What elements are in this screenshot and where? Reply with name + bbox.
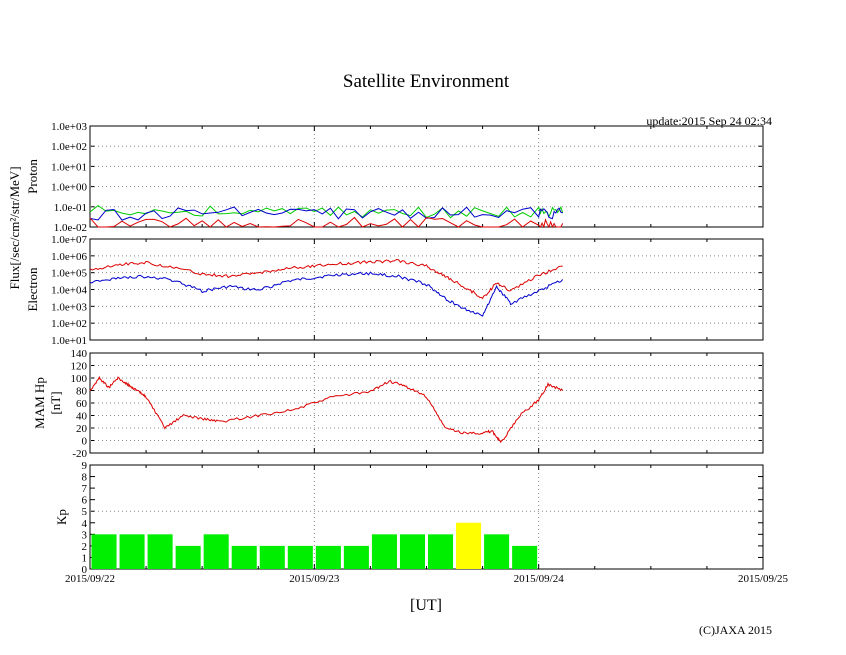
- kp-bar: [175, 545, 201, 569]
- kp-bar: [428, 534, 454, 569]
- kp-bar: [456, 522, 482, 569]
- chart-title: Satellite Environment: [343, 71, 510, 92]
- mam-ytick-label: 20: [76, 423, 88, 435]
- x-tick-label: 2015/09/25: [738, 573, 789, 585]
- kp-bar: [203, 534, 229, 569]
- proton-ytick-label: 1.0e+03: [51, 121, 87, 133]
- electron-ytick-label: 1.0e+05: [51, 268, 87, 280]
- x-tick-label: 2015/09/22: [65, 573, 115, 585]
- kp-bar: [399, 534, 425, 569]
- electron-ytick-label: 1.0e+04: [51, 285, 87, 297]
- kp-ytick-label: 0: [82, 564, 88, 576]
- kp-bar: [259, 545, 285, 569]
- electron-ytick-label: 1.0e+03: [51, 301, 87, 313]
- mam-ytick-label: 40: [76, 411, 88, 423]
- proton-ytick-label: 1.0e+02: [51, 141, 87, 153]
- mam-ytick-label: 60: [76, 398, 88, 410]
- kp-ytick-label: 6: [82, 495, 88, 507]
- kp-ytick-label: 3: [82, 529, 88, 541]
- kp-bar: [91, 534, 117, 569]
- mam-ylabel-unit: [nT]: [48, 391, 63, 414]
- mam-ytick-label: 100: [71, 373, 88, 385]
- mam-ytick-label: 120: [71, 361, 88, 373]
- flux-axis-label: Flux[/sec/cm²/str/MeV]: [7, 166, 22, 289]
- kp-bar: [371, 534, 397, 569]
- electron-ytick-label: 1.0e+07: [51, 234, 87, 246]
- x-tick-label: 2015/09/23: [289, 573, 340, 585]
- electron-ytick-label: 1.0e+06: [51, 251, 87, 263]
- proton-ytick-label: 1.0e+01: [51, 161, 87, 173]
- kp-ytick-label: 1: [82, 552, 88, 564]
- kp-ytick-label: 7: [82, 483, 88, 495]
- kp-bar: [287, 545, 313, 569]
- kp-bar: [119, 534, 145, 569]
- proton-series-red: [89, 216, 564, 229]
- kp-ytick-label: 4: [82, 518, 88, 530]
- kp-ytick-label: 9: [82, 460, 88, 472]
- x-axis-label: [UT]: [410, 597, 442, 614]
- mam-ytick-label: 0: [82, 436, 88, 448]
- proton-ytick-label: 1.0e-02: [54, 222, 87, 234]
- mam-ylabel: MAM Hp: [32, 377, 47, 429]
- mam-ytick-label: 80: [76, 386, 88, 398]
- mam-ytick-label: 140: [71, 348, 88, 360]
- kp-bar: [147, 534, 173, 569]
- mam-series-red: [89, 375, 564, 444]
- kp-ytick-label: 5: [82, 506, 88, 518]
- electron-ytick-label: 1.0e+01: [51, 335, 87, 347]
- proton-ytick-label: 1.0e-01: [54, 202, 87, 214]
- proton-ytick-label: 1.0e+00: [51, 182, 87, 194]
- update-timestamp: update:2015 Sep 24 02:34: [646, 114, 772, 128]
- kp-bar: [484, 534, 510, 569]
- x-tick-label: 2015/09/24: [514, 573, 565, 585]
- proton-series-blue: [89, 206, 563, 221]
- kp-ytick-label: 2: [82, 541, 88, 553]
- electron-series-blue: [89, 271, 564, 317]
- mam-ytick-label: -20: [72, 448, 87, 460]
- electron-ytick-label: 1.0e+02: [51, 318, 87, 330]
- kp-ylabel: Kp: [54, 509, 69, 525]
- kp-bar: [315, 545, 341, 569]
- kp-bar: [231, 545, 257, 569]
- proton-ylabel: Proton: [25, 159, 40, 194]
- copyright: (C)JAXA 2015: [699, 623, 772, 637]
- proton-frame: [89, 125, 764, 228]
- electron-ylabel: Electron: [25, 267, 40, 312]
- kp-bar: [343, 545, 369, 569]
- kp-bar: [512, 545, 538, 569]
- electron-series-red: [89, 258, 563, 300]
- kp-ytick-label: 8: [82, 472, 88, 484]
